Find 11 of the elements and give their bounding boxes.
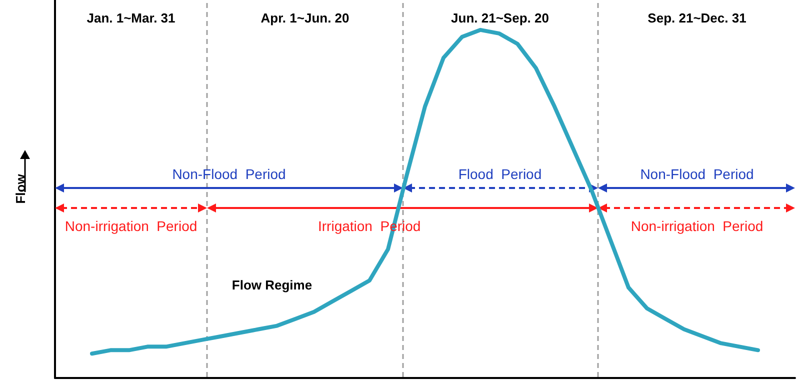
annotation: Non-Flood Period: [640, 166, 754, 182]
text: Sep. 21~Dec. 31: [648, 10, 746, 26]
annotation: Non-irrigation Period: [64, 218, 198, 234]
text: Jan. 1~Mar. 31: [86, 10, 176, 26]
text: Jun. 21~Sep. 20: [451, 10, 549, 26]
annotation: Non-irrigation Period: [630, 218, 764, 234]
text: Apr. 1~Jun. 20: [260, 10, 350, 26]
y-axis-title: Flow: [13, 173, 28, 204]
annotation: Flood Period: [458, 166, 542, 182]
annotation: Non-Flood Period: [172, 166, 286, 182]
annotation: Flow Regime: [232, 278, 312, 292]
